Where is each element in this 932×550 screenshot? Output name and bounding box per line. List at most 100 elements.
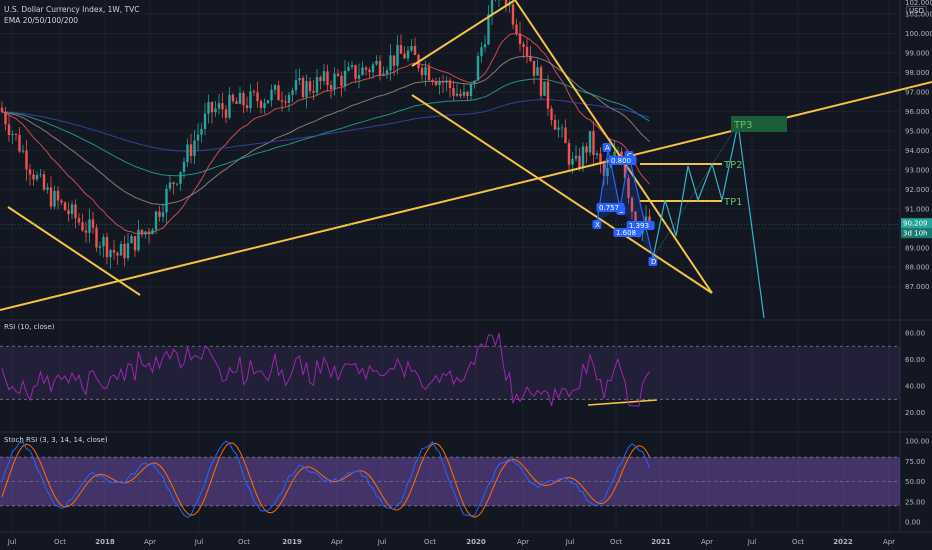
descending-trendline-left (7, 206, 141, 296)
stoch-tick-label: 100.00 (905, 438, 930, 446)
stoch-tick-label: 75.00 (905, 458, 925, 466)
stoch-pane-title: Stoch RSI (3, 3, 14, 14, close) (4, 436, 108, 444)
candle-body (130, 236, 133, 244)
time-axis-label: 2022 (833, 538, 853, 546)
candle-body (354, 65, 357, 79)
drawings-layer[interactable] (0, 0, 932, 406)
time-axis-label: Oct (54, 538, 66, 546)
candle-body (25, 150, 28, 170)
channel-lower-line (411, 94, 713, 294)
candle-body (543, 81, 546, 96)
ratio-label-bd-bg (626, 221, 655, 230)
candle-body (63, 202, 67, 211)
candle-body (441, 80, 445, 83)
candle-body (361, 67, 364, 76)
stoch-tick-label: 50.00 (905, 478, 925, 486)
candle-body (592, 131, 595, 155)
candle-body (133, 236, 137, 251)
currency-badge[interactable]: USD (906, 6, 927, 16)
ratio-label-bd: 1.393 (629, 222, 649, 230)
rsi-tick-label: 80.00 (905, 330, 925, 338)
rsi-line (1, 332, 650, 407)
pattern-label-a-bg (602, 143, 612, 152)
rsi-pane-title: RSI (10, close) (4, 323, 55, 331)
candle-body (0, 107, 4, 112)
candle-body (189, 144, 193, 157)
candle-body (578, 155, 581, 168)
candle-body (340, 75, 343, 86)
candle-body (539, 67, 543, 96)
candle-body (273, 85, 277, 90)
time-axis-label: 2021 (651, 538, 671, 546)
time-axis-label: 2018 (95, 538, 115, 546)
candle-body (112, 250, 116, 253)
candle-body (347, 67, 350, 71)
candle-body (557, 127, 560, 130)
candle-body (77, 218, 81, 223)
candle-body (357, 75, 361, 79)
pattern-label-x-bg (592, 220, 602, 229)
candle-body (312, 90, 315, 93)
candle-body (378, 61, 382, 76)
candle-body (301, 77, 305, 98)
candle-body (445, 80, 448, 83)
candle-body (116, 252, 119, 256)
candle-body (224, 109, 228, 118)
grid-layer (0, 0, 932, 533)
candle-body (448, 80, 452, 89)
stoch-k-line (1, 440, 650, 518)
tp3-label: TP3 (733, 120, 753, 131)
ratio-label-ac-bg (608, 156, 637, 165)
candle-body (382, 73, 385, 76)
candle-body (21, 150, 25, 152)
candle-body (228, 94, 231, 118)
ema200-line (1, 98, 650, 152)
price-tick-label: 91.000 (905, 205, 930, 213)
candle-body (123, 243, 126, 259)
price-tick-label: 102.000 (905, 0, 932, 7)
candle-body (644, 216, 648, 225)
candle-body (28, 169, 32, 175)
stoch-layer (0, 440, 900, 518)
candle-body (259, 101, 263, 108)
candle-body (53, 190, 56, 207)
candle-body (245, 105, 249, 109)
candle-body (602, 163, 606, 177)
candle-body (280, 100, 284, 102)
candle-body (263, 103, 266, 108)
candle-body (560, 127, 564, 129)
candle-body (459, 93, 462, 96)
ratio-label-ac: 0.800 (611, 157, 631, 165)
candle-body (291, 90, 294, 95)
price-tick-label: 88.000 (905, 264, 930, 272)
candle-body (46, 187, 49, 190)
ema20-line (1, 33, 650, 235)
candle-body (389, 55, 392, 71)
candle-body (284, 101, 287, 103)
time-axis-label: Apr (883, 538, 895, 546)
candle-body (385, 70, 389, 74)
price-tick-label: 93.000 (905, 166, 930, 174)
candle-body (147, 231, 151, 235)
candle-body (214, 108, 217, 113)
time-axis-label: Jul (747, 538, 757, 546)
candle-body (648, 216, 651, 225)
candle-body (396, 45, 399, 66)
pattern-label-x: X (595, 221, 600, 229)
candle-body (91, 219, 95, 228)
candle-body (322, 71, 326, 81)
candle-body (525, 47, 529, 56)
candle-body (161, 212, 165, 217)
candle-body (595, 153, 599, 155)
harmonic-bcd-fill (620, 156, 653, 258)
candle-body (392, 55, 396, 66)
time-axis-label: Oct (792, 538, 804, 546)
candle-body (375, 61, 378, 65)
candle-body (599, 153, 602, 164)
time-axis-label: Apr (144, 538, 156, 546)
candle-body (196, 134, 200, 141)
candle-body (172, 182, 175, 185)
candle-body (627, 178, 630, 198)
candle-body (571, 158, 574, 165)
